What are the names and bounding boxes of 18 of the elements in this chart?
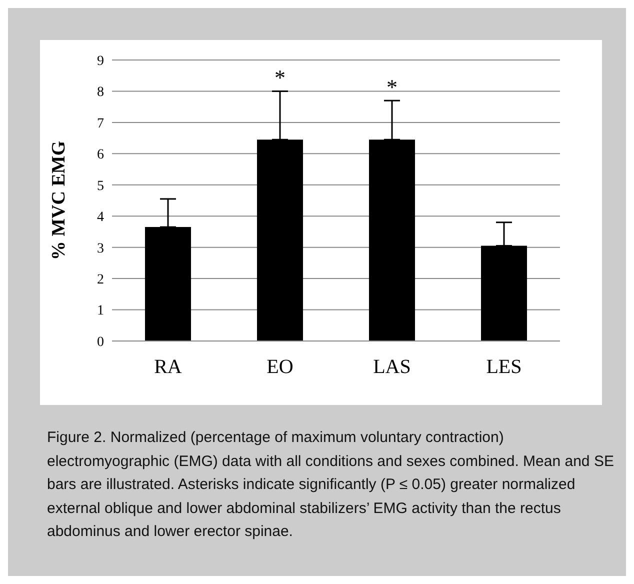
- y-tick-label: 1: [97, 304, 104, 319]
- y-tick-label: 7: [97, 116, 104, 132]
- y-tick-label: 6: [97, 148, 104, 163]
- y-tick-label: 4: [97, 210, 104, 226]
- y-tick-label: 8: [97, 85, 104, 100]
- y-tick-label: 5: [97, 178, 104, 194]
- y-axis-title: % MVC EMG: [48, 140, 70, 260]
- y-tick-label: 9: [97, 54, 104, 69]
- x-tick-label: LAS: [373, 356, 411, 378]
- annotation: *: [386, 74, 398, 100]
- caption: Figure 2. Normalized (percentage of maximum voluntary contraction) electromyographic (EMG) data with all conditions and sexes combined. Mean and SE bars are illustrated. Asterisks indicate significantly (P ≤ 0.05) greater normalized external oblique and lower abdominal stabilizers’ EMG activity than the rectus abdominus and lower erector spinae.: [47, 428, 615, 542]
- x-tick-label: RA: [154, 356, 182, 378]
- y-tick-label: 2: [97, 272, 104, 288]
- y-tick-label: 0: [97, 334, 104, 350]
- annotation: *: [274, 65, 286, 90]
- x-tick-label: LES: [486, 356, 522, 378]
- x-tick-label: EO: [266, 356, 294, 378]
- y-tick-label: 3: [97, 241, 104, 256]
